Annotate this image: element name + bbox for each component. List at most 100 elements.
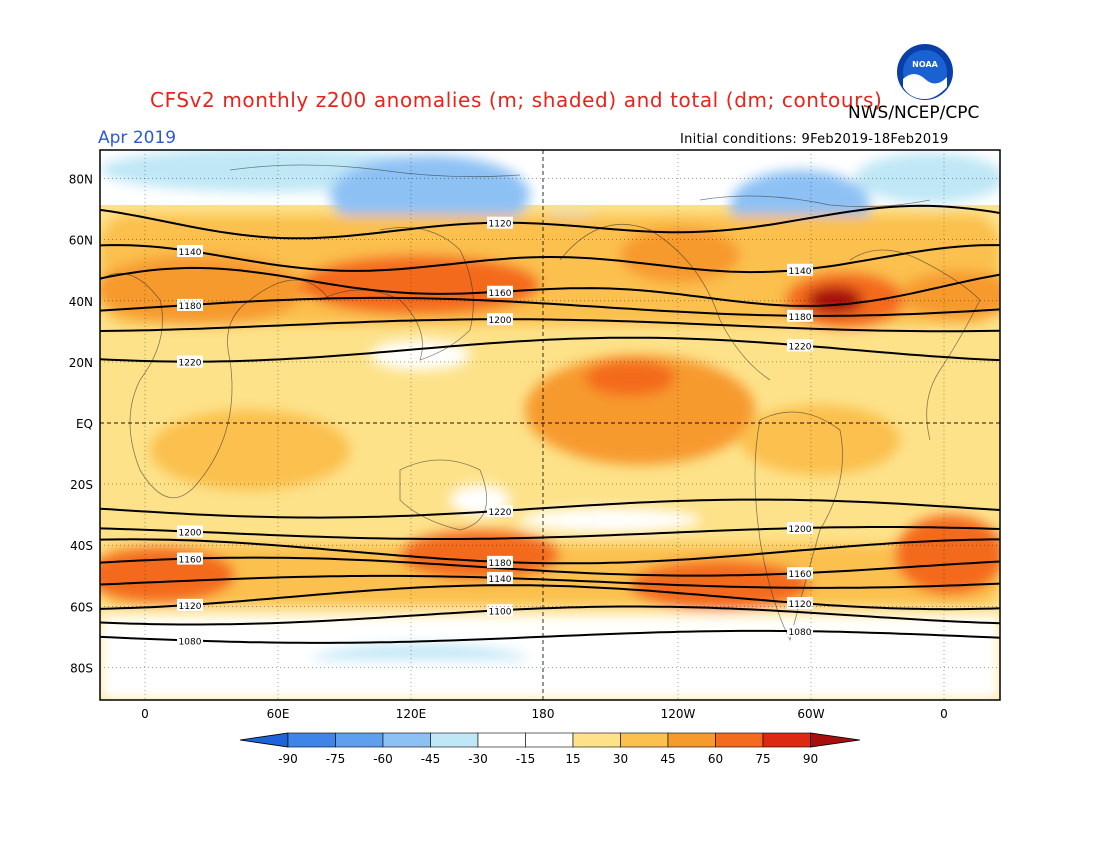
lon-label: 0 bbox=[141, 707, 149, 721]
contour-label: 1180 bbox=[789, 313, 812, 323]
contour-label-bg bbox=[487, 555, 513, 568]
contour-label: 1160 bbox=[489, 289, 512, 299]
lon-label: 60W bbox=[797, 707, 824, 721]
coastlines bbox=[100, 164, 981, 642]
colorbar-label: 30 bbox=[613, 752, 628, 766]
contour-label: 1140 bbox=[489, 575, 512, 585]
contour-label-bg bbox=[487, 216, 513, 229]
colorbar-label: -75 bbox=[326, 752, 346, 766]
contour-line bbox=[100, 584, 1000, 611]
contour-label: 1220 bbox=[179, 359, 202, 369]
contour-label-bg bbox=[177, 598, 203, 611]
contour-label: 1100 bbox=[489, 607, 512, 617]
colorbar-label: 75 bbox=[755, 752, 770, 766]
contour-label-bg bbox=[177, 552, 203, 565]
lat-label: EQ bbox=[76, 417, 93, 431]
contour-label: 1120 bbox=[489, 220, 512, 230]
contour-label: 1160 bbox=[789, 570, 812, 580]
contour-label-bg bbox=[787, 522, 813, 535]
contour-line bbox=[100, 538, 1000, 565]
contour-label-bg bbox=[787, 339, 813, 352]
lon-label: 120W bbox=[661, 707, 696, 721]
contour-label: 1120 bbox=[179, 602, 202, 612]
contour-line bbox=[100, 498, 1000, 519]
colorbar-arrow-left bbox=[239, 732, 289, 748]
lon-label: 0 bbox=[940, 707, 948, 721]
lat-label: 60N bbox=[69, 234, 93, 248]
agency-label: NWS/NCEP/CPC bbox=[848, 103, 980, 123]
contour-line bbox=[100, 204, 1000, 240]
svg-text:NOAA: NOAA bbox=[912, 60, 938, 69]
colorbar-segment bbox=[430, 732, 479, 748]
contour-label-bg bbox=[177, 298, 203, 311]
contour-line bbox=[100, 266, 1000, 307]
map-grid bbox=[100, 150, 1000, 700]
colorbar-segment bbox=[287, 732, 336, 748]
colorbar-segment bbox=[715, 732, 764, 748]
map-frame bbox=[99, 149, 1001, 701]
lon-label: 180 bbox=[532, 707, 555, 721]
contour-label: 1200 bbox=[489, 316, 512, 326]
contour-line bbox=[100, 296, 1000, 317]
contour-label: 1200 bbox=[179, 529, 202, 539]
colorbar-label: -30 bbox=[468, 752, 488, 766]
colorbar: -90 -75 -60 -45 -30 -15 15 30 45 60 75 90 bbox=[239, 732, 861, 766]
contour-label-bg bbox=[787, 309, 813, 322]
colorbar-label: 15 bbox=[565, 752, 580, 766]
colorbar-segment bbox=[620, 732, 669, 748]
contour-line bbox=[100, 336, 1000, 363]
contour-label: 1180 bbox=[179, 302, 202, 312]
colorbar-segment bbox=[762, 732, 811, 748]
colorbar-label: 60 bbox=[708, 752, 723, 766]
colorbar-segment bbox=[382, 732, 431, 748]
contour-label-bg bbox=[787, 263, 813, 276]
colorbar-label: -90 bbox=[278, 752, 298, 766]
height-contours: 1080 1080 1100 1120 1120 1140 1160 1160 1180 1200… bbox=[100, 204, 1000, 647]
contour-line bbox=[100, 556, 1000, 577]
contour-label: 1220 bbox=[489, 508, 512, 518]
contour-label: 1120 bbox=[789, 600, 812, 610]
contour-label-bg bbox=[787, 567, 813, 580]
contour-label: 1140 bbox=[179, 248, 202, 258]
lon-label: 60E bbox=[267, 707, 290, 721]
contour-label-bg bbox=[787, 625, 813, 638]
colorbar-segment bbox=[477, 732, 526, 748]
contour-label-bg bbox=[487, 604, 513, 617]
contour-label: 1180 bbox=[489, 559, 512, 569]
lat-label: 20S bbox=[70, 478, 93, 492]
colorbar-segment bbox=[525, 732, 574, 748]
contour-label-bg bbox=[177, 634, 203, 647]
contour-label: 1140 bbox=[789, 267, 812, 277]
lat-label: 60S bbox=[70, 600, 93, 614]
axis-labels: 80N 60N 40N 20N EQ 20S 40S 60S 80S 0 60E 120E 180 120… bbox=[69, 173, 948, 721]
initial-conditions: Initial conditions: 9Feb2019-18Feb2019 bbox=[680, 132, 949, 147]
lon-label: 120E bbox=[396, 707, 427, 721]
contour-label-bg bbox=[177, 525, 203, 538]
colorbar-label: 90 bbox=[803, 752, 818, 766]
colorbar-label: -15 bbox=[516, 752, 536, 766]
contour-line bbox=[100, 629, 1000, 644]
contour-label-bg bbox=[487, 285, 513, 298]
valid-month: Apr 2019 bbox=[98, 128, 177, 148]
contour-line bbox=[100, 605, 1000, 626]
contour-label: 1160 bbox=[179, 556, 202, 566]
contour-label-bg bbox=[787, 597, 813, 610]
colorbar-label: -45 bbox=[421, 752, 441, 766]
noaa-logo-icon: NOAA bbox=[897, 44, 953, 100]
contour-label: 1080 bbox=[789, 628, 812, 638]
colorbar-arrow-right bbox=[810, 732, 861, 748]
chart-title: CFSv2 monthly z200 anomalies (m; shaded)… bbox=[150, 88, 883, 112]
contour-label-bg bbox=[487, 504, 513, 517]
contour-line bbox=[100, 574, 1000, 589]
lat-label: 40N bbox=[69, 295, 93, 309]
anomaly-shading bbox=[100, 150, 1000, 700]
lat-label: 80S bbox=[70, 661, 93, 675]
lat-label: 20N bbox=[69, 356, 93, 370]
contour-label-bg bbox=[177, 355, 203, 368]
colorbar-label: 45 bbox=[660, 752, 675, 766]
contour-label: 1220 bbox=[789, 342, 812, 352]
contour-label-bg bbox=[177, 245, 203, 258]
contour-line bbox=[100, 244, 1000, 274]
contour-label-bg bbox=[487, 313, 513, 326]
contour-line bbox=[100, 526, 1000, 540]
